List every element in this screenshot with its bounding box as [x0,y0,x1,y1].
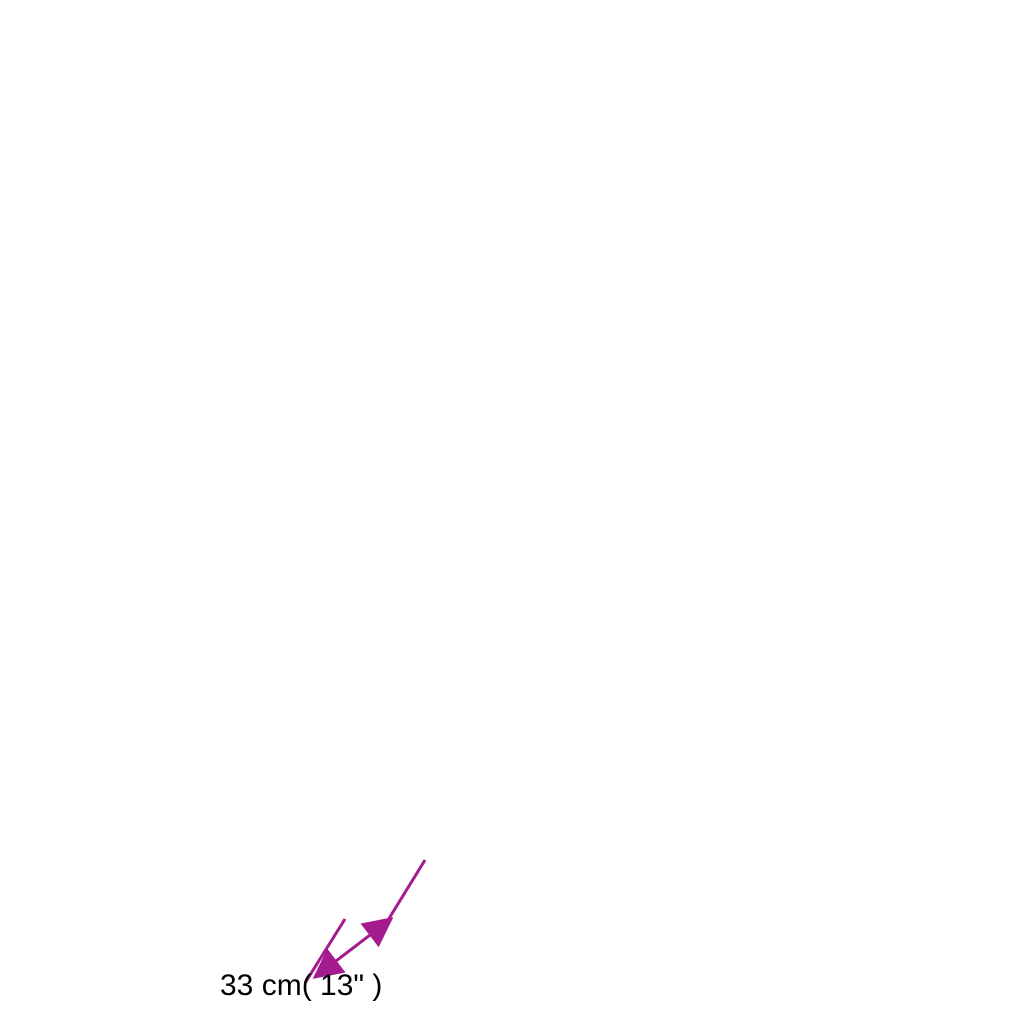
dimension-label: 33 cm( 13" ) [220,969,382,1002]
dimension-annotations: 33 cm( 13" ) [220,860,425,1002]
